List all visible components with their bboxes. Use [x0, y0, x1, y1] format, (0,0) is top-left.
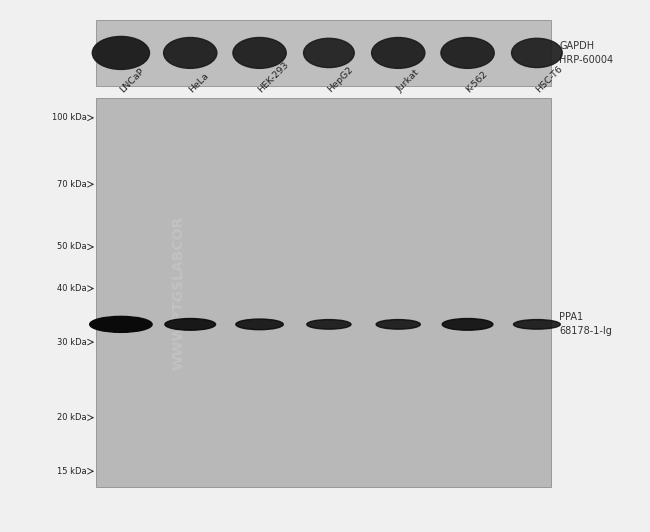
Text: WWW.PTGSLABCOR: WWW.PTGSLABCOR [171, 215, 185, 370]
Text: 70 kDa: 70 kDa [57, 180, 87, 189]
Text: LNCaP: LNCaP [118, 66, 146, 94]
Ellipse shape [442, 319, 493, 330]
Ellipse shape [90, 317, 152, 332]
Text: HRP-60004: HRP-60004 [559, 55, 613, 65]
Text: 30 kDa: 30 kDa [57, 338, 87, 347]
Text: GAPDH: GAPDH [559, 41, 594, 51]
Ellipse shape [233, 38, 286, 69]
Text: 100 kDa: 100 kDa [52, 113, 87, 122]
Text: HepG2: HepG2 [326, 65, 355, 94]
Ellipse shape [307, 320, 351, 329]
Ellipse shape [92, 37, 150, 70]
Ellipse shape [514, 320, 560, 329]
Ellipse shape [236, 319, 283, 330]
Ellipse shape [165, 319, 216, 330]
Text: 50 kDa: 50 kDa [57, 243, 87, 252]
Text: PPA1: PPA1 [559, 312, 583, 322]
Text: HEK-293: HEK-293 [257, 60, 291, 94]
Bar [96, 20, 551, 86]
Text: Jurkat: Jurkat [395, 68, 421, 94]
Text: 68178-1-Ig: 68178-1-Ig [559, 326, 612, 336]
Ellipse shape [304, 38, 354, 68]
Text: HeLa: HeLa [187, 71, 211, 94]
Text: 15 kDa: 15 kDa [57, 467, 87, 476]
Ellipse shape [372, 38, 425, 69]
Text: HSC-T6: HSC-T6 [534, 64, 564, 94]
Ellipse shape [376, 320, 421, 329]
Ellipse shape [164, 38, 217, 69]
Text: K-562: K-562 [465, 69, 489, 94]
Text: 20 kDa: 20 kDa [57, 413, 87, 422]
Ellipse shape [512, 38, 562, 68]
Text: 40 kDa: 40 kDa [57, 284, 87, 293]
Ellipse shape [441, 38, 494, 69]
Bar [96, 98, 551, 487]
